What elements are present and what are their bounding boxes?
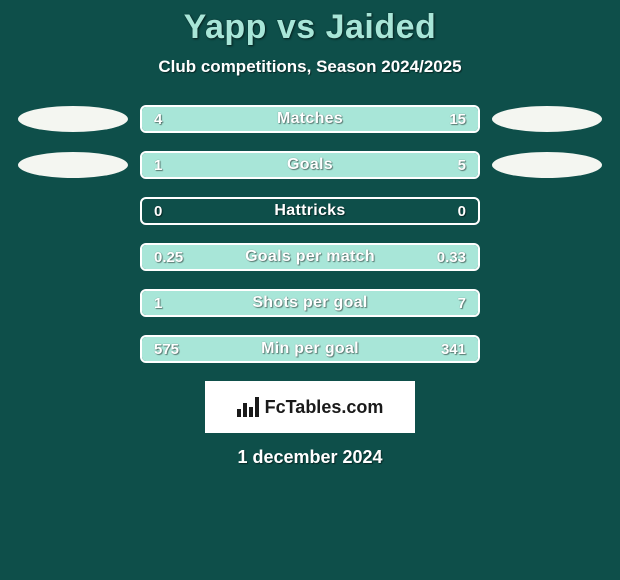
stat-row: 575341Min per goal — [0, 335, 620, 363]
page-subtitle: Club competitions, Season 2024/2025 — [0, 57, 620, 77]
stat-label: Hattricks — [142, 199, 478, 223]
brand-logo: FcTables.com — [205, 381, 415, 433]
stat-bar: 00Hattricks — [140, 197, 480, 225]
stat-label: Shots per goal — [142, 291, 478, 315]
player-right-ellipse — [492, 106, 602, 132]
player-right-ellipse — [492, 152, 602, 178]
stat-label: Matches — [142, 107, 478, 131]
stat-row: 17Shots per goal — [0, 289, 620, 317]
brand-text: FcTables.com — [265, 397, 384, 418]
stat-bar: 0.250.33Goals per match — [140, 243, 480, 271]
stat-row: 415Matches — [0, 105, 620, 133]
stat-bar: 415Matches — [140, 105, 480, 133]
stat-label: Min per goal — [142, 337, 478, 361]
bar-chart-icon — [237, 397, 259, 417]
stat-row: 15Goals — [0, 151, 620, 179]
stat-row: 0.250.33Goals per match — [0, 243, 620, 271]
stat-bar: 17Shots per goal — [140, 289, 480, 317]
stat-row: 00Hattricks — [0, 197, 620, 225]
player-left-ellipse — [18, 106, 128, 132]
page-title: Yapp vs Jaided — [0, 8, 620, 47]
stat-bar: 575341Min per goal — [140, 335, 480, 363]
stat-label: Goals per match — [142, 245, 478, 269]
player-left-ellipse — [18, 152, 128, 178]
stat-label: Goals — [142, 153, 478, 177]
date-text: 1 december 2024 — [0, 447, 620, 468]
stat-bar: 15Goals — [140, 151, 480, 179]
